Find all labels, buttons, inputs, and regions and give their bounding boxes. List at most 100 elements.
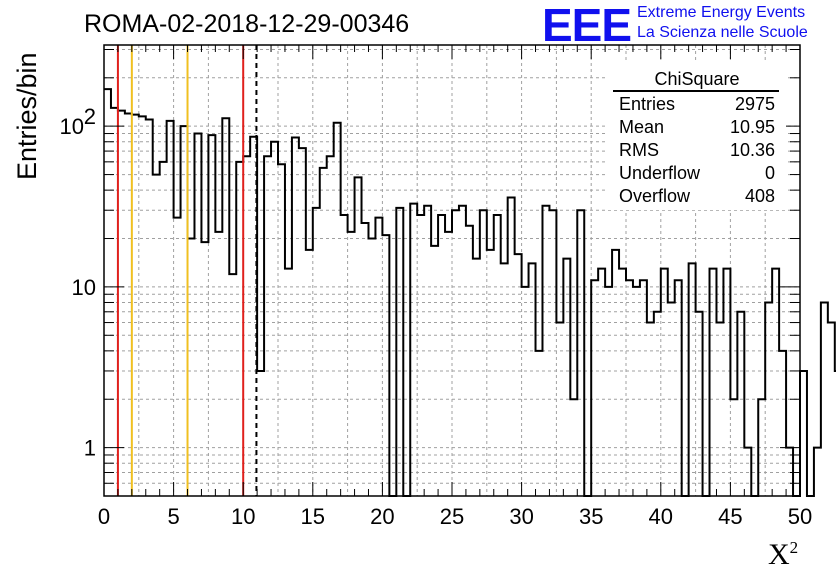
- x-axis-label: X2: [768, 538, 798, 572]
- stats-value: 2975: [734, 94, 775, 114]
- histogram-bin: [431, 246, 438, 496]
- stats-row-mean: Mean 10.95: [619, 117, 775, 139]
- histogram-bin: [591, 280, 598, 496]
- histogram-bin: [487, 250, 494, 496]
- histogram-bin: [132, 115, 139, 496]
- histogram-bin: [605, 287, 612, 496]
- histogram-bin: [313, 208, 320, 496]
- histogram-bin: [529, 263, 536, 496]
- stats-value: 10.36: [729, 140, 775, 160]
- histogram-bin: [188, 239, 195, 496]
- histogram-bin: [654, 312, 661, 496]
- histogram-bin: [723, 269, 730, 496]
- histogram-bin: [362, 223, 369, 496]
- histogram-bin: [494, 215, 501, 496]
- histogram-bin: [243, 156, 250, 496]
- chart-title: ROMA-02-2018-12-29-00346: [84, 10, 410, 38]
- histogram-bin: [626, 280, 633, 496]
- histogram-bin: [341, 215, 348, 496]
- histogram-bin: [473, 259, 480, 496]
- histogram-bin: [306, 250, 313, 496]
- histogram-bin: [452, 210, 459, 496]
- histogram-bin: [417, 215, 424, 496]
- histogram-bin: [125, 113, 132, 496]
- x-tick-label: 20: [370, 504, 394, 529]
- stats-value: 10.95: [729, 117, 775, 137]
- x-tick-label: 35: [579, 504, 603, 529]
- x-tick-label: 5: [167, 504, 179, 529]
- x-tick-label: 50: [788, 504, 812, 529]
- y-tick-label: 10: [60, 114, 84, 139]
- histogram-bin: [215, 232, 222, 496]
- stats-label: RMS: [619, 140, 659, 160]
- histogram-bin: [696, 312, 703, 496]
- histogram-bin: [556, 323, 563, 496]
- histogram-bin: [501, 263, 508, 496]
- histogram-bin: [710, 269, 717, 496]
- histogram-bin: [104, 89, 111, 496]
- histogram-bin: [194, 134, 201, 496]
- histogram-bin: [828, 323, 835, 496]
- histogram-layer: [104, 88, 836, 497]
- stats-title: ChiSquare: [654, 69, 740, 89]
- histogram-bin: [598, 269, 605, 496]
- histogram-bin: [146, 120, 153, 496]
- stats-row-overflow: Overflow 408: [619, 186, 775, 208]
- histogram-bin: [744, 448, 751, 496]
- stats-label: Mean: [619, 117, 665, 137]
- histogram-bin: [563, 259, 570, 496]
- stats-label: Entries: [619, 94, 676, 114]
- histogram-bin: [647, 323, 654, 496]
- histogram-bin: [229, 274, 236, 496]
- histogram-bin: [334, 123, 341, 496]
- histogram-bin: [772, 269, 779, 496]
- histogram-bin: [640, 280, 647, 496]
- x-tick-label: 15: [301, 504, 325, 529]
- stats-row-entries: Entries 2975: [619, 94, 775, 116]
- stats-box: ChiSquare Entries 2975 Mean 10.95 RMS 10…: [608, 62, 786, 210]
- histogram-bin: [459, 206, 466, 496]
- histogram-bin: [466, 226, 473, 496]
- histogram-bin: [779, 351, 786, 496]
- histogram-bin: [153, 175, 160, 496]
- stats-value: 0: [764, 163, 775, 183]
- histogram-bin: [292, 138, 299, 496]
- x-axis-label-exponent: 2: [789, 538, 799, 557]
- histogram-bin: [689, 263, 696, 496]
- histogram-bin: [208, 135, 215, 496]
- x-tick-label: 30: [509, 504, 533, 529]
- histogram-bin: [160, 162, 167, 496]
- stats-row-rms: RMS 10.36: [619, 140, 775, 162]
- eee-logo: EEE: [542, 0, 632, 51]
- histogram-bin: [821, 302, 828, 496]
- stats-label: Overflow: [619, 186, 691, 206]
- x-tick-label: 25: [440, 504, 464, 529]
- marker-lines-layer: [116, 45, 258, 496]
- histogram-bin: [278, 164, 285, 496]
- histogram-bin: [445, 232, 452, 496]
- histogram-outline: [104, 88, 836, 497]
- histogram-bin: [118, 111, 125, 496]
- histogram-bin: [285, 269, 292, 496]
- histogram-bin: [570, 399, 577, 496]
- histogram-bin: [675, 280, 682, 496]
- histogram-bin: [257, 371, 264, 496]
- histogram-bin: [612, 250, 619, 496]
- histogram-bin: [327, 156, 334, 496]
- histogram-bin: [515, 254, 522, 496]
- histogram-bin: [236, 162, 243, 496]
- histogram-bin: [814, 448, 821, 496]
- histogram-bin: [549, 210, 556, 496]
- logo-subtitle-1: Extreme Energy Events: [637, 4, 806, 21]
- histogram-bin: [181, 126, 188, 496]
- x-tick-label: 0: [98, 504, 110, 529]
- histogram-bin: [716, 323, 723, 496]
- x-tick-label: 45: [718, 504, 742, 529]
- histogram-bin: [758, 399, 765, 496]
- histogram-bin: [737, 312, 744, 496]
- y-tick-label: 10: [72, 275, 96, 300]
- histogram-bin: [633, 287, 640, 496]
- histogram-bin: [355, 177, 362, 496]
